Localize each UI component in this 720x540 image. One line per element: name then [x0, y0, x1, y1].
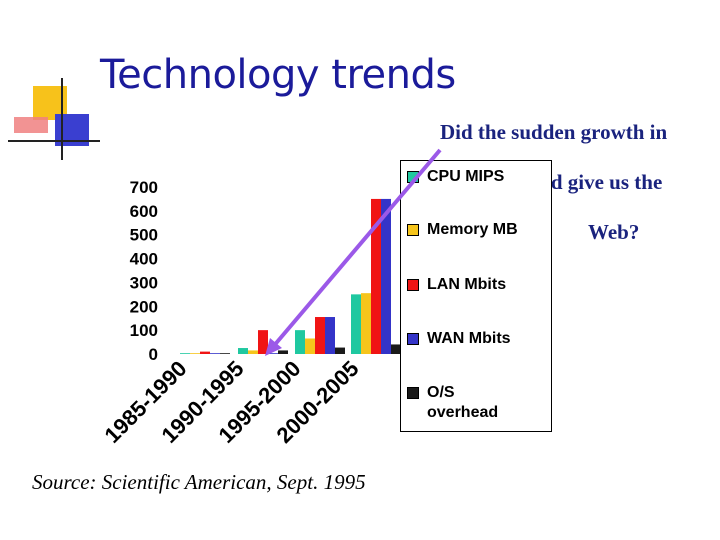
legend-item-cpu-mips: CPU MIPS	[407, 167, 545, 187]
bar-cpu-mips-1	[180, 353, 190, 354]
slide-title: Technology trends	[100, 52, 456, 98]
bar-o-s-overhead-1	[220, 353, 230, 354]
legend-label-memory-mb: Memory MB	[427, 221, 518, 238]
deco-pink-square	[14, 117, 48, 133]
y-tick-label: 300	[130, 273, 158, 292]
legend-swatch-wan-mbits	[407, 333, 419, 345]
legend-swatch-lan-mbits	[407, 279, 419, 291]
deco-horizontal-line	[8, 140, 100, 142]
bar-o-s-overhead-3	[335, 347, 345, 354]
bar-cpu-mips-3	[295, 330, 305, 354]
annotation-line-3: Web?	[588, 220, 640, 244]
legend-swatch-os-overhead	[407, 387, 419, 399]
legend-item-memory-mb: Memory MB	[407, 220, 545, 240]
bar-memory-mb-1	[190, 353, 200, 354]
bar-wan-mbits-3	[325, 317, 335, 354]
bar-cpu-mips-4	[351, 294, 361, 354]
bar-lan-mbits-2	[258, 330, 268, 354]
y-tick-label: 200	[130, 297, 158, 316]
bar-lan-mbits-1	[200, 351, 210, 354]
chart-legend: CPU MIPS Memory MB LAN Mbits WAN Mbits O…	[400, 160, 552, 432]
annotation-line-1: Did the sudden growth in	[440, 120, 668, 144]
legend-label-cpu-mips: CPU MIPS	[427, 168, 505, 185]
legend-item-lan-mbits: LAN Mbits	[407, 275, 545, 295]
bar-wan-mbits-2	[268, 353, 278, 354]
y-tick-label: 100	[130, 321, 158, 340]
bar-lan-mbits-4	[371, 198, 381, 354]
y-tick-label: 400	[130, 250, 158, 269]
legend-label-wan-mbits: WAN Mbits	[427, 330, 511, 347]
legend-swatch-cpu-mips	[407, 171, 419, 183]
legend-swatch-memory-mb	[407, 224, 419, 236]
legend-label-os-overhead: O/S overhead	[427, 384, 499, 421]
y-tick-label: 0	[149, 345, 158, 364]
legend-item-os-overhead: O/S overhead	[407, 383, 527, 423]
bar-lan-mbits-3	[315, 317, 325, 354]
bar-o-s-overhead-2	[278, 350, 288, 354]
legend-item-wan-mbits: WAN Mbits	[407, 329, 545, 349]
y-tick-label: 600	[130, 202, 158, 221]
bar-memory-mb-4	[361, 293, 371, 354]
legend-label-lan-mbits: LAN Mbits	[427, 276, 507, 293]
source-citation: Source: Scientific American, Sept. 1995	[32, 470, 366, 494]
bar-wan-mbits-4	[381, 198, 391, 354]
y-tick-label: 500	[130, 226, 158, 245]
bar-memory-mb-2	[248, 350, 258, 354]
bar-cpu-mips-2	[238, 348, 248, 354]
y-tick-label: 700	[130, 178, 158, 197]
bar-memory-mb-3	[305, 338, 315, 354]
deco-vertical-line	[61, 78, 63, 160]
bar-wan-mbits-1	[210, 353, 220, 354]
